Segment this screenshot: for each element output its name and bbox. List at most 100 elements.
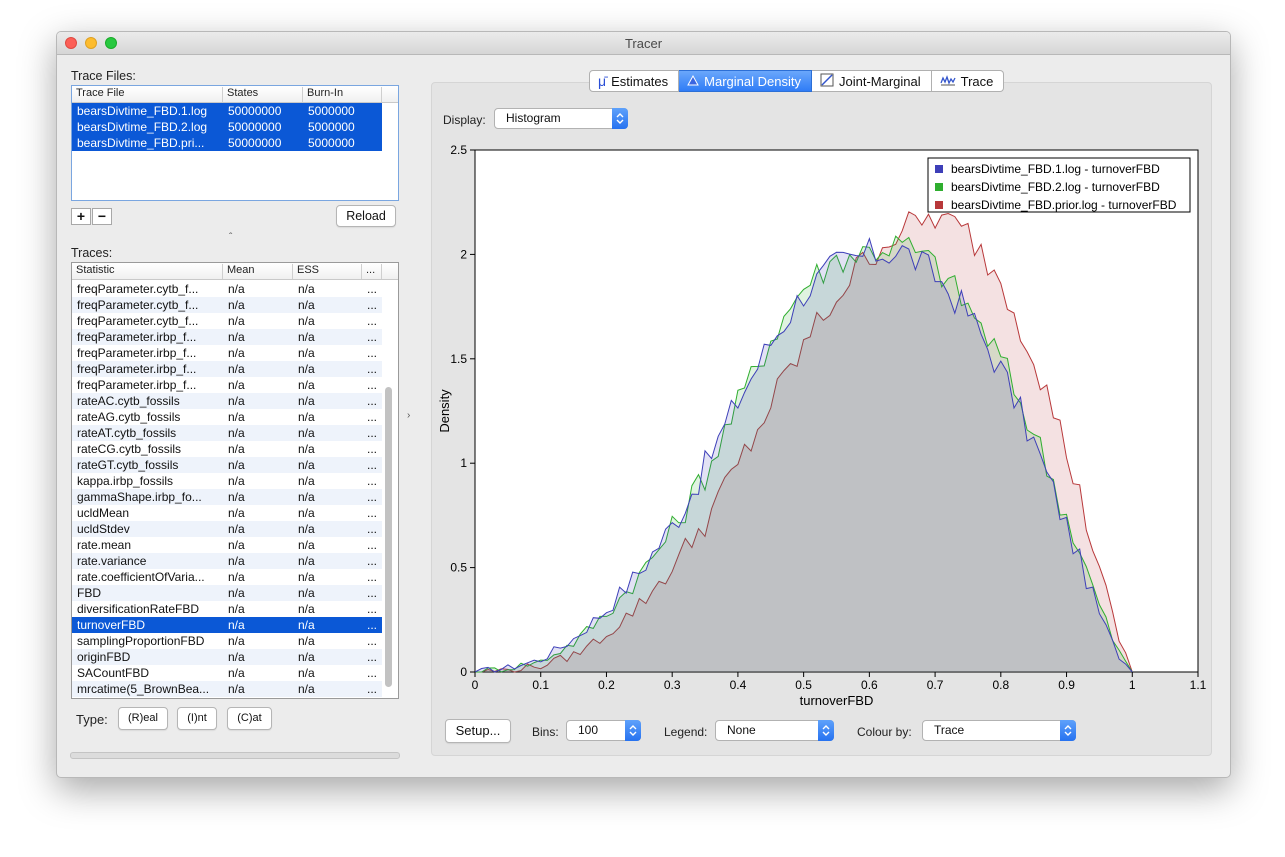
col-mean[interactable]: Mean: [223, 264, 293, 279]
tab-marginal-density[interactable]: Marginal Density: [679, 70, 812, 92]
trace-mean: n/a: [228, 378, 245, 392]
add-trace-file-button[interactable]: +: [71, 208, 91, 225]
trace-row[interactable]: rateAC.cytb_fossils n/a n/a...: [72, 393, 382, 409]
trace-statistic: rateAC.cytb_fossils: [77, 394, 180, 408]
col-trace-file[interactable]: Trace File: [72, 87, 223, 102]
trace-row[interactable]: ucldMean n/a n/a...: [72, 505, 382, 521]
trace-row[interactable]: freqParameter.irbp_f... n/a n/a...: [72, 345, 382, 361]
trace-ess: n/a: [298, 666, 315, 680]
colour-by-select[interactable]: Trace: [922, 720, 1076, 741]
col-ess[interactable]: ESS: [293, 264, 362, 279]
trace-statistic: rateAG.cytb_fossils: [77, 410, 181, 424]
trace-row[interactable]: freqParameter.irbp_f... n/a n/a...: [72, 361, 382, 377]
trace-statistic: rateCG.cytb_fossils: [77, 442, 182, 456]
trace-row[interactable]: samplingProportionFBD n/a n/a...: [72, 633, 382, 649]
reload-button[interactable]: Reload: [336, 205, 396, 227]
trace-file-burnin: 5000000: [308, 120, 355, 134]
trace-row[interactable]: rateAG.cytb_fossils n/a n/a...: [72, 409, 382, 425]
trace-ess: n/a: [298, 490, 315, 504]
trace-file-row[interactable]: bearsDivtime_FBD.1.log 50000000 5000000: [72, 103, 382, 119]
trace-ess: n/a: [298, 570, 315, 584]
trace-row[interactable]: SACountFBD n/a n/a...: [72, 665, 382, 681]
chevron-updown-icon: [625, 720, 641, 741]
type-cat-button[interactable]: (C)at: [227, 707, 272, 730]
col-more[interactable]: ...: [362, 264, 382, 279]
traces-scrollbar[interactable]: [385, 387, 392, 687]
display-label: Display:: [443, 113, 486, 127]
split-handle-icon[interactable]: ˆ: [229, 232, 233, 243]
trace-file-states: 50000000: [228, 136, 282, 150]
trace-mean: n/a: [228, 298, 245, 312]
tab-estimates[interactable]: μ̄ Estimates: [589, 70, 680, 92]
maximize-window-icon[interactable]: [105, 37, 117, 49]
y-tick-label: 1: [460, 456, 467, 470]
trace-row[interactable]: ucldStdev n/a n/a...: [72, 521, 382, 537]
trace-row[interactable]: freqParameter.cytb_f... n/a n/a...: [72, 281, 382, 297]
trace-ess: n/a: [298, 618, 315, 632]
y-tick-label: 2: [460, 247, 467, 261]
trace-row[interactable]: gammaShape.irbp_fo... n/a n/a...: [72, 489, 382, 505]
trace-row[interactable]: freqParameter.cytb_f... n/a n/a...: [72, 313, 382, 329]
tab-trace[interactable]: Trace: [931, 70, 1005, 92]
trace-ess: n/a: [298, 586, 315, 600]
series-area-3: [475, 211, 1133, 673]
trace-more: ...: [367, 426, 378, 440]
trace-row[interactable]: originFBD n/a n/a...: [72, 649, 382, 665]
trace-row[interactable]: FBD n/a n/a...: [72, 585, 382, 601]
type-int-button[interactable]: (I)nt: [177, 707, 217, 730]
x-tick-label: 0.2: [598, 678, 615, 692]
trace-row[interactable]: freqParameter.irbp_f... n/a n/a...: [72, 329, 382, 345]
type-real-button[interactable]: (R)eal: [118, 707, 168, 730]
tab-joint-marginal[interactable]: Joint-Marginal: [811, 70, 932, 92]
col-burn-in[interactable]: Burn-In: [303, 87, 382, 102]
split-handle-vertical-icon[interactable]: ›: [407, 410, 411, 421]
legend-entry: bearsDivtime_FBD.1.log - turnoverFBD: [951, 162, 1160, 176]
tab-joint-marginal-label: Joint-Marginal: [838, 73, 921, 89]
col-statistic[interactable]: Statistic: [72, 264, 223, 279]
trace-more: ...: [367, 346, 378, 360]
trace-more: ...: [367, 282, 378, 296]
type-label: Type:: [76, 712, 108, 727]
display-select[interactable]: Histogram: [494, 108, 628, 129]
trace-row[interactable]: rate.variance n/a n/a...: [72, 553, 382, 569]
trace-row[interactable]: freqParameter.irbp_f... n/a n/a...: [72, 377, 382, 393]
trace-row[interactable]: diversificationRateFBD n/a n/a...: [72, 601, 382, 617]
minimize-window-icon[interactable]: [85, 37, 97, 49]
trace-statistic: SACountFBD: [77, 666, 150, 680]
trace-row[interactable]: freqParameter.cytb_f... n/a n/a...: [72, 297, 382, 313]
bins-select[interactable]: 100: [566, 720, 641, 741]
remove-trace-file-button[interactable]: −: [92, 208, 112, 225]
col-states[interactable]: States: [223, 87, 303, 102]
trace-more: ...: [367, 650, 378, 664]
trace-row[interactable]: rateGT.cytb_fossils n/a n/a...: [72, 457, 382, 473]
trace-row[interactable]: rateAT.cytb_fossils n/a n/a...: [72, 425, 382, 441]
trace-ess: n/a: [298, 410, 315, 424]
trace-more: ...: [367, 634, 378, 648]
colour-by-value: Trace: [934, 723, 965, 737]
trace-mean: n/a: [228, 682, 245, 696]
trace-file-row[interactable]: bearsDivtime_FBD.pri... 50000000 5000000: [72, 135, 382, 151]
trace-row[interactable]: turnoverFBD n/a n/a...: [72, 617, 382, 633]
trace-statistic: rate.coefficientOfVaria...: [77, 570, 205, 584]
trace-row[interactable]: rate.mean n/a n/a...: [72, 537, 382, 553]
legend-select[interactable]: None: [715, 720, 834, 741]
trace-statistic: rate.mean: [77, 538, 132, 552]
y-tick-label: 2.5: [450, 143, 467, 157]
trace-row[interactable]: kappa.irbp_fossils n/a n/a...: [72, 473, 382, 489]
trace-file-row[interactable]: bearsDivtime_FBD.2.log 50000000 5000000: [72, 119, 382, 135]
tab-estimates-label: Estimates: [611, 73, 669, 89]
trace-statistic: originFBD: [77, 650, 131, 664]
trace-files-header: Trace File States Burn-In: [72, 86, 398, 103]
setup-button[interactable]: Setup...: [445, 719, 511, 743]
trace-ess: n/a: [298, 378, 315, 392]
trace-row[interactable]: rate.coefficientOfVaria... n/a n/a...: [72, 569, 382, 585]
x-tick-label: 0: [472, 678, 479, 692]
colour-by-label: Colour by:: [857, 725, 912, 739]
close-window-icon[interactable]: [65, 37, 77, 49]
trace-ess: n/a: [298, 330, 315, 344]
trace-mean: n/a: [228, 442, 245, 456]
trace-row[interactable]: rateCG.cytb_fossils n/a n/a...: [72, 441, 382, 457]
horizontal-scrollbar[interactable]: [70, 752, 400, 759]
trace-statistic: diversificationRateFBD: [77, 602, 200, 616]
trace-row[interactable]: mrcatime(5_BrownBea... n/a n/a...: [72, 681, 382, 697]
